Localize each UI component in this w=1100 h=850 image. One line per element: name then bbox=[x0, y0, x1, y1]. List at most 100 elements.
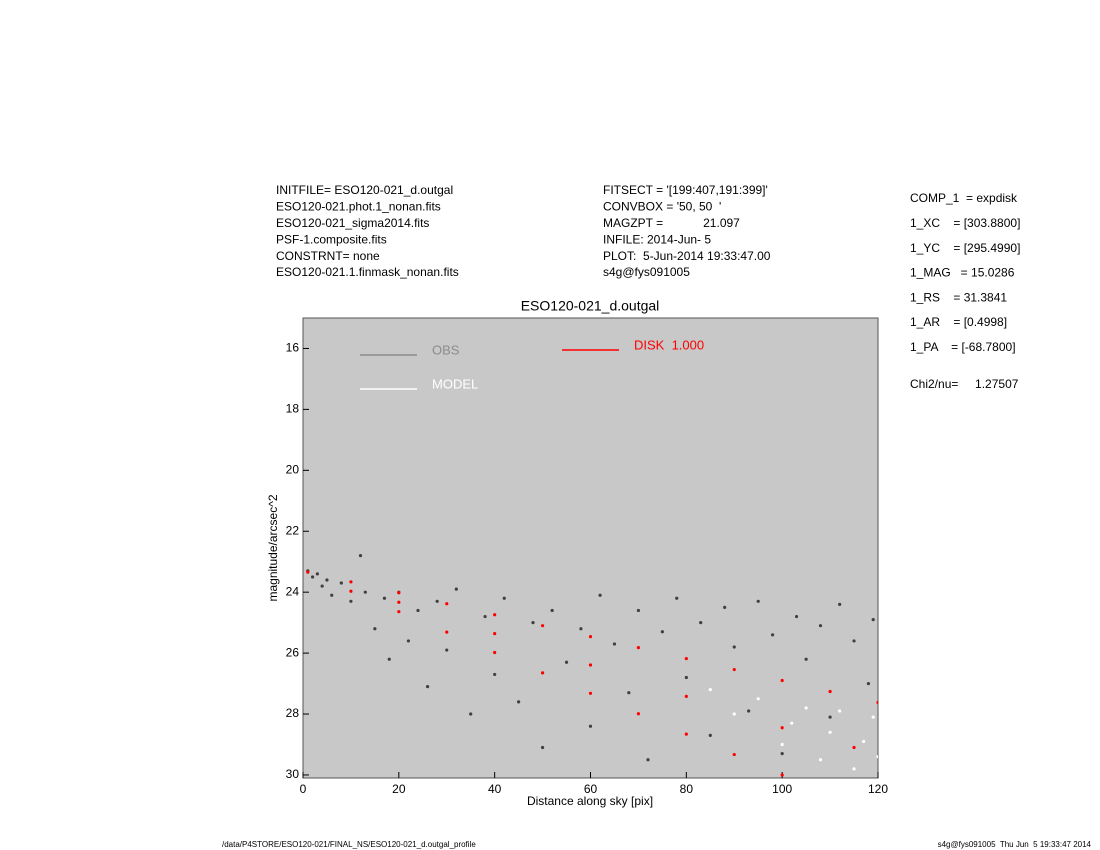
data-point bbox=[699, 621, 703, 625]
data-point bbox=[660, 630, 664, 634]
data-point bbox=[325, 578, 329, 582]
data-point bbox=[502, 596, 506, 600]
data-point bbox=[382, 596, 387, 600]
x-tick-label: 20 bbox=[392, 782, 406, 796]
data-point bbox=[747, 709, 751, 713]
x-tick-label: 80 bbox=[680, 782, 694, 796]
data-point bbox=[531, 621, 535, 625]
header-mid-line: PLOT: 5-Jun-2014 19:33:47.00 bbox=[603, 249, 771, 263]
data-point bbox=[540, 624, 545, 628]
header-left-line: ESO120-021.1.finmask_nonan.fits bbox=[276, 265, 459, 279]
legend-label: DISK 1.000 bbox=[634, 337, 704, 352]
x-tick-label: 100 bbox=[772, 782, 792, 796]
data-point bbox=[550, 608, 554, 613]
data-point bbox=[780, 742, 784, 747]
header-left-line: ESO120-021.phot.1_nonan.fits bbox=[276, 200, 441, 214]
legend-label: MODEL bbox=[432, 376, 478, 391]
data-point bbox=[363, 590, 367, 594]
data-point bbox=[876, 700, 878, 705]
data-point bbox=[320, 584, 324, 588]
data-point bbox=[675, 596, 679, 600]
data-point bbox=[612, 642, 617, 646]
data-point bbox=[493, 613, 497, 617]
data-point bbox=[790, 721, 794, 725]
y-axis-label: magnitude/arcsec^2 bbox=[266, 494, 280, 601]
data-point bbox=[493, 650, 497, 655]
y-tick-label: 28 bbox=[286, 706, 300, 720]
x-tick-label: 40 bbox=[488, 782, 502, 796]
data-point bbox=[780, 773, 784, 777]
data-point bbox=[483, 614, 487, 619]
data-point bbox=[406, 639, 411, 643]
data-point bbox=[871, 617, 875, 622]
header-left-line: CONSTRNT= none bbox=[276, 249, 380, 263]
data-point bbox=[588, 691, 593, 695]
data-point bbox=[756, 697, 760, 701]
x-tick-label: 120 bbox=[868, 782, 888, 796]
data-point bbox=[852, 767, 856, 771]
data-point bbox=[708, 733, 712, 737]
data-point bbox=[387, 657, 391, 661]
y-tick-label: 18 bbox=[286, 402, 300, 416]
header-mid-line: s4g@fys091005 bbox=[603, 265, 690, 279]
data-point bbox=[397, 600, 401, 604]
fit-parameter: 1_YC = [295.4990] bbox=[910, 241, 1020, 255]
data-point bbox=[828, 689, 832, 694]
fit-parameter: 1_AR = [0.4998] bbox=[910, 315, 1007, 329]
data-point bbox=[588, 724, 593, 728]
data-point bbox=[866, 681, 871, 686]
data-point bbox=[838, 602, 842, 606]
data-point bbox=[416, 608, 420, 613]
data-point bbox=[684, 675, 688, 680]
y-tick-label: 22 bbox=[286, 523, 300, 537]
data-point bbox=[646, 758, 650, 762]
data-point bbox=[684, 656, 688, 661]
data-point bbox=[828, 715, 832, 719]
y-tick-label: 20 bbox=[286, 462, 300, 476]
data-point bbox=[876, 755, 878, 759]
data-point bbox=[804, 657, 808, 661]
data-point bbox=[349, 599, 353, 603]
data-point bbox=[780, 726, 784, 730]
x-tick-label: 60 bbox=[584, 782, 598, 796]
header-mid-line: INFILE: 2014-Jun- 5 bbox=[603, 232, 711, 246]
data-point bbox=[732, 712, 736, 716]
data-point bbox=[684, 732, 688, 736]
data-point bbox=[756, 599, 760, 603]
data-point bbox=[445, 630, 449, 634]
data-point bbox=[627, 691, 631, 695]
data-point bbox=[339, 581, 343, 585]
data-point bbox=[723, 605, 727, 610]
data-point bbox=[862, 739, 866, 744]
data-point bbox=[804, 706, 808, 710]
data-point bbox=[588, 663, 593, 667]
data-point bbox=[732, 645, 736, 649]
data-point bbox=[818, 624, 823, 628]
data-point bbox=[852, 639, 856, 643]
data-point bbox=[310, 575, 315, 579]
data-point bbox=[684, 694, 688, 698]
fit-parameter: COMP_1 = expdisk bbox=[910, 191, 1018, 205]
data-point bbox=[838, 709, 842, 713]
data-point bbox=[636, 712, 641, 716]
fit-parameter: 1_XC = [303.8800] bbox=[910, 216, 1020, 230]
chi2: Chi2/nu= 1.27507 bbox=[910, 377, 1019, 391]
data-point bbox=[493, 632, 497, 636]
legend-label: OBS bbox=[432, 342, 460, 357]
fit-parameter: 1_PA = [-68.7800] bbox=[910, 340, 1016, 354]
data-point bbox=[425, 685, 430, 689]
header-mid-line: MAGZPT = 21.097 bbox=[603, 216, 740, 230]
points bbox=[306, 554, 878, 777]
data-point bbox=[306, 570, 310, 574]
footer-path: /data/P4STORE/ESO120-021/FINAL_NS/ESO120… bbox=[222, 840, 476, 849]
x-tick-label: 0 bbox=[300, 782, 307, 796]
y-tick-label: 30 bbox=[286, 767, 300, 781]
y-tick-label: 26 bbox=[286, 645, 300, 659]
data-point bbox=[598, 593, 602, 597]
data-point bbox=[435, 599, 439, 603]
data-point bbox=[818, 758, 823, 762]
data-point bbox=[445, 602, 449, 606]
data-point bbox=[732, 752, 736, 757]
data-point bbox=[397, 591, 401, 595]
